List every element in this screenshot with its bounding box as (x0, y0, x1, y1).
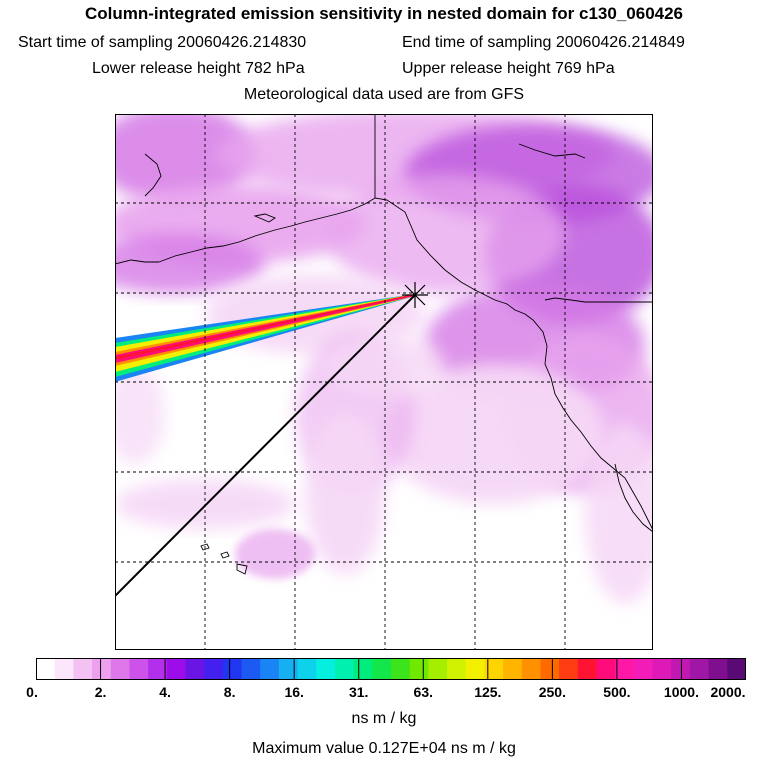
colorbar-swatch (36, 658, 56, 680)
colorbar-swatch (222, 658, 243, 680)
sensitivity-blob (305, 414, 385, 574)
colorbar-swatch (428, 658, 448, 680)
colorbar-tick-label: 500. (603, 684, 631, 700)
colorbar-tick-label: 0. (26, 684, 38, 700)
plume (115, 294, 415, 382)
colorbar-swatch (129, 658, 149, 680)
colorbar-swatch (484, 658, 504, 680)
colorbar-swatch (73, 658, 93, 680)
lower-release-label: Lower release height 782 hPa (92, 60, 305, 77)
sensitivity-blob (115, 234, 265, 294)
colorbar-swatch (559, 658, 579, 680)
sensitivity-blob (235, 529, 315, 579)
colorbar-tick-label: 2000. (710, 684, 746, 700)
colorbar-swatch (596, 658, 616, 680)
colorbar-swatch (278, 658, 299, 680)
colorbar-tick-label: 8. (223, 684, 236, 700)
sensitivity-blob (325, 174, 565, 294)
colorbar-swatch (148, 658, 168, 680)
map-frame (115, 114, 653, 650)
colorbar-swatch (671, 658, 691, 680)
max-value-label: Maximum value 0.127E+04 ns m / kg (252, 740, 516, 757)
colorbar-swatch (447, 658, 467, 680)
colorbar-swatch (708, 658, 728, 680)
units-label: ns m / kg (351, 710, 417, 727)
flight-track (115, 294, 416, 597)
colorbar-swatch (391, 658, 411, 680)
colorbar-tick-label: 4. (159, 684, 171, 700)
colorbar-tick-label: 63. (413, 684, 433, 700)
sensitivity-map (115, 114, 653, 650)
colorbar-swatch (110, 658, 130, 680)
colorbar-swatch (241, 658, 261, 680)
colorbar-swatch (615, 658, 635, 680)
start-sampling-label: Start time of sampling 20060426.214830 (18, 34, 307, 51)
coastlines (115, 114, 653, 575)
colorbar (36, 658, 746, 680)
colorbar-swatch (166, 658, 186, 680)
sensitivity-blob (325, 334, 445, 394)
upper-release-label: Upper release height 769 hPa (402, 60, 615, 77)
colorbar-swatch (297, 658, 317, 680)
sensitivity-blob (385, 364, 605, 504)
end-sampling-label: End time of sampling 20060426.214849 (402, 34, 685, 51)
colorbar-swatch (652, 658, 672, 680)
colorbar-swatch (353, 658, 373, 680)
colorbar-swatch (260, 658, 280, 680)
colorbar-swatch (503, 658, 523, 680)
colorbar-tick-label: 2. (94, 684, 107, 700)
graticule (115, 114, 653, 650)
colorbar-swatch (185, 658, 205, 680)
colorbar-swatch (727, 658, 746, 680)
colorbar-frame (36, 658, 746, 680)
sensitivity-blob (585, 424, 653, 604)
colorbar-swatch (633, 658, 654, 680)
colorbar-swatch (204, 658, 224, 680)
colorbar-tick-label: 16. (284, 684, 304, 700)
colorbar-tick-label: 125. (474, 684, 502, 700)
colorbar-swatch (54, 658, 74, 680)
receptor-marker (402, 282, 428, 308)
colorbar-swatch (465, 658, 485, 680)
colorbar-swatch (316, 658, 336, 680)
colorbar-tick-label: 31. (348, 684, 369, 700)
met-data-label: Meteorological data used are from GFS (243, 86, 525, 103)
sensitivity-blob (115, 114, 255, 204)
colorbar-swatch (372, 658, 392, 680)
colorbar-tick-label: 1000. (663, 684, 699, 700)
sensitivity-blob (115, 364, 165, 464)
colorbar-swatch (521, 658, 541, 680)
colorbar-swatch (577, 658, 598, 680)
colorbar-swatch (689, 658, 710, 680)
colorbar-swatch (92, 658, 112, 680)
colorbar-tick-label: 250. (538, 684, 566, 700)
colorbar-swatch (409, 658, 429, 680)
chart-title: Column-integrated emission sensitivity i… (84, 4, 684, 23)
colorbar-swatch (334, 658, 355, 680)
colorbar-swatch (540, 658, 560, 680)
